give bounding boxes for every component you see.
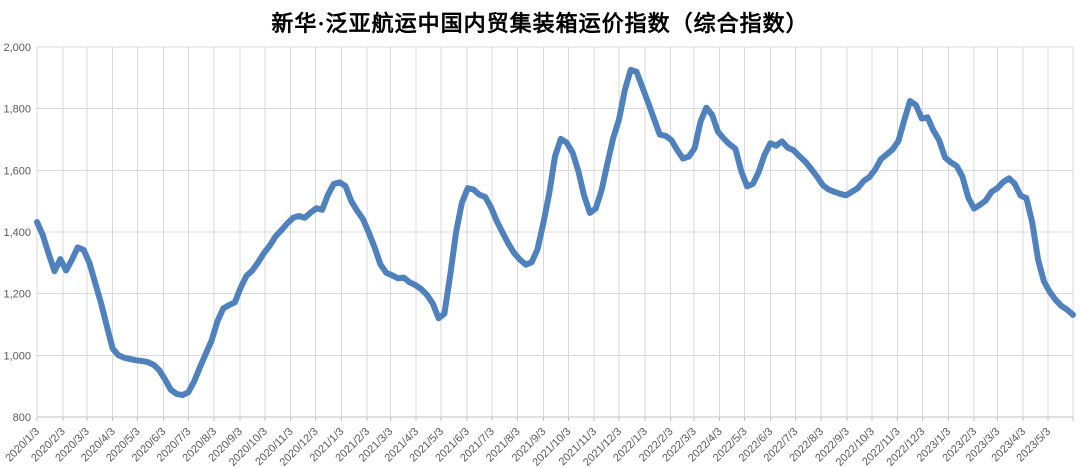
y-axis-tick-label: 800: [13, 412, 31, 424]
chart-title: 新华·泛亚航运中国内贸集装箱运价指数（综合指数）: [271, 11, 809, 36]
y-axis-tick-label: 1,000: [3, 350, 31, 362]
y-axis-tick-label: 1,600: [3, 165, 31, 177]
y-axis-tick-label: 2,000: [3, 42, 31, 54]
y-axis-tick-label: 1,800: [3, 104, 31, 116]
index-line-series: [34, 66, 1076, 399]
y-axis-tick-label: 1,200: [3, 289, 31, 301]
y-axis-tick-label: 1,400: [3, 227, 31, 239]
